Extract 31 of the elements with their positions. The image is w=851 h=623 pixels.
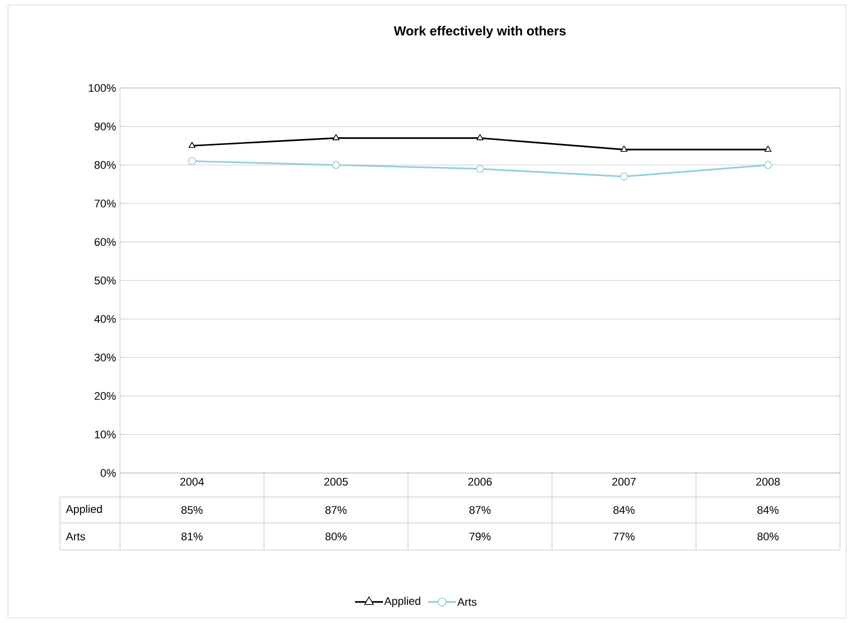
x-tick-label: 2004 [180, 478, 204, 486]
y-tick-label: 30% [94, 354, 116, 362]
y-tick-label: 60% [94, 238, 116, 246]
legend-label: Applied [384, 596, 420, 608]
x-tick-label: 2008 [756, 478, 780, 486]
data-label: 87% [469, 506, 491, 514]
y-tick-label: 80% [94, 161, 116, 169]
x-tick-label: 2006 [468, 478, 492, 486]
data-label: 81% [181, 532, 203, 540]
y-tick-label: 20% [94, 392, 116, 400]
y-tick-label: 90% [94, 122, 116, 130]
data-label: 87% [325, 506, 347, 514]
y-tick-label: 50% [94, 276, 116, 284]
text: Applied [66, 504, 102, 516]
data-label: 80% [325, 532, 347, 540]
x-tick-label: 2007 [612, 478, 636, 486]
data-label: 77% [614, 532, 635, 540]
data-label: 80% [757, 532, 779, 540]
y-tick-label: 40% [94, 315, 116, 323]
y-tick-label: 10% [94, 430, 116, 438]
y-tick-label: 100% [88, 84, 116, 92]
data-label: 84% [613, 506, 635, 514]
data-label: 85% [181, 506, 203, 514]
y-tick-label: 0% [100, 469, 116, 477]
legend-label: Arts [457, 598, 476, 606]
data-label: 79% [470, 532, 491, 540]
y-tick-label: 70% [94, 200, 116, 208]
x-tick-label: 2005 [324, 478, 348, 486]
text: Arts [66, 532, 86, 540]
chart-title: Work effectively with others [394, 26, 566, 38]
data-label: 84% [757, 506, 779, 514]
